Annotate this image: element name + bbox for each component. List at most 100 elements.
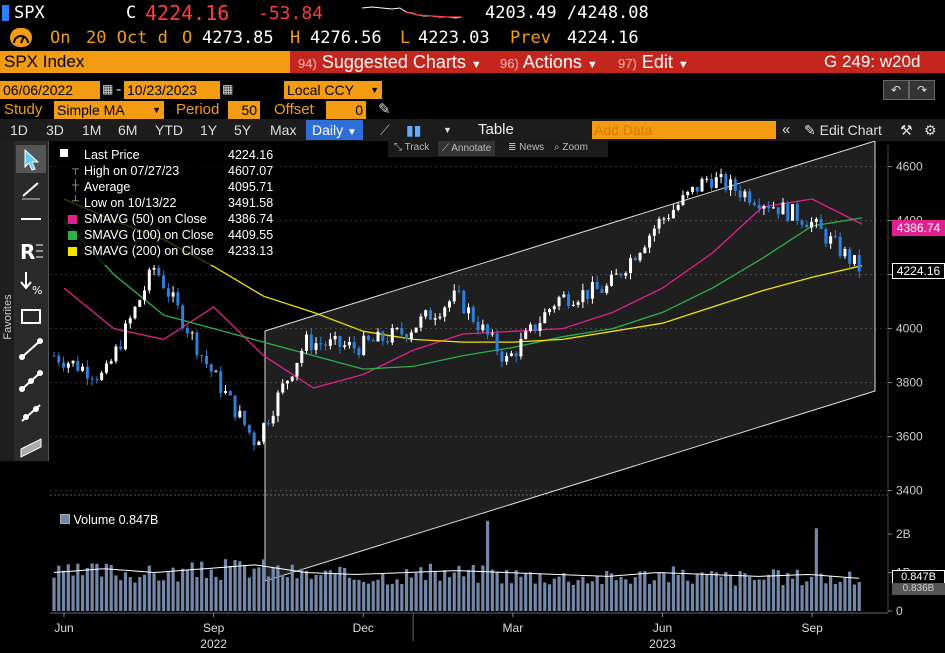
volume-bar xyxy=(728,574,733,611)
news-tool[interactable]: ≣ News xyxy=(508,142,545,153)
candle-body xyxy=(714,177,718,188)
candle-body xyxy=(281,383,285,393)
candle-body xyxy=(243,410,247,425)
candlestick-icon[interactable]: ▮▮ xyxy=(406,122,422,138)
track-tool[interactable]: ⤡ Track xyxy=(394,142,430,153)
percent-tool-icon[interactable]: % xyxy=(16,269,46,297)
x-tick-label: Mar xyxy=(503,621,524,635)
ray-line-icon[interactable] xyxy=(16,399,46,427)
quote-date: 20 Oct d xyxy=(86,28,168,48)
candle-body xyxy=(757,204,761,209)
period-max[interactable]: Max xyxy=(270,122,297,138)
period-ytd[interactable]: YTD xyxy=(155,122,183,138)
volume-bar xyxy=(738,571,742,611)
sma50-price-tag: 4386.74 xyxy=(892,220,945,236)
volume-bar xyxy=(495,572,499,611)
period-3d[interactable]: 3D xyxy=(46,122,64,138)
volume-bar xyxy=(500,583,504,611)
candle-body xyxy=(710,178,714,188)
candle-body xyxy=(319,343,323,345)
volume-bar xyxy=(505,569,509,611)
last-price-swatch xyxy=(60,149,68,157)
cursor-icon[interactable] xyxy=(16,145,46,173)
volume-bar xyxy=(323,570,328,611)
add-data-input[interactable]: Add Data xyxy=(592,121,776,139)
offset-input[interactable]: 0 xyxy=(326,101,366,119)
wrench-icon[interactable]: ⚒ xyxy=(900,122,913,138)
menu-number: 97) xyxy=(618,56,637,71)
favorites-tab[interactable]: Favorites xyxy=(0,141,14,461)
caret-down-icon[interactable]: ▼ xyxy=(443,125,452,135)
annotate-tool[interactable]: ⟋ Annotate xyxy=(438,141,496,156)
volume-bar xyxy=(390,583,394,611)
currency-select[interactable]: Local CCY ▼ xyxy=(284,81,382,99)
candle-body xyxy=(457,290,461,292)
zoom-tool[interactable]: ⌕ Zoom xyxy=(554,142,588,153)
candle-body xyxy=(400,328,404,335)
volume-bar xyxy=(443,570,447,611)
study-type-select[interactable]: Simple MA ▼ xyxy=(54,101,164,119)
last-price: 4224.16 xyxy=(145,1,230,25)
volume-bar xyxy=(200,561,204,611)
candle-body xyxy=(290,376,294,381)
line-chart-icon[interactable]: ⟋ xyxy=(380,122,390,138)
edit-menu[interactable]: 97) Edit ▼ xyxy=(618,51,689,73)
settings-icon[interactable]: ⚙ xyxy=(924,122,937,138)
candle-body xyxy=(543,312,547,324)
volume-bar xyxy=(528,572,533,611)
candle-body xyxy=(209,364,213,372)
menu-label: Suggested Charts xyxy=(321,52,466,72)
period-1y[interactable]: 1Y xyxy=(200,122,218,138)
candle-body xyxy=(185,328,189,334)
security-field[interactable]: SPX Index xyxy=(0,51,290,73)
volume-bar xyxy=(643,571,647,611)
period-1m[interactable]: 1M xyxy=(82,122,102,138)
frequency-select[interactable]: Daily ▼ xyxy=(306,120,363,140)
actions-menu[interactable]: 96) Actions ▼ xyxy=(500,51,598,73)
candle-body xyxy=(414,327,418,333)
period-1d[interactable]: 1D xyxy=(10,122,28,138)
pencil-icon[interactable]: ✎ xyxy=(378,101,391,118)
candle-body xyxy=(786,202,790,221)
candle-body xyxy=(262,423,266,442)
redo-icon[interactable]: ↷ xyxy=(909,80,935,100)
caret-down-icon: ▼ xyxy=(152,105,161,115)
edit-chart-button[interactable]: ✎ Edit Chart xyxy=(804,122,882,138)
period-5y[interactable]: 5Y xyxy=(234,122,252,138)
price-chart[interactable]: 340036003800400042004400460001B2BJunSepD… xyxy=(0,141,945,653)
candle-body xyxy=(381,331,385,341)
candle-body xyxy=(657,218,661,229)
rectangle-icon[interactable] xyxy=(16,303,46,331)
candle-body xyxy=(224,391,228,393)
calendar-icon[interactable]: ▦ xyxy=(102,82,114,96)
period-6m[interactable]: 6M xyxy=(118,122,138,138)
double-chevron-left-icon[interactable]: « xyxy=(782,121,791,138)
candle-body xyxy=(638,253,642,261)
candle-body xyxy=(538,323,542,331)
calendar-icon[interactable]: ▦ xyxy=(222,82,234,96)
volume-bar xyxy=(852,584,857,611)
segment-line-icon[interactable] xyxy=(16,367,46,395)
candle-body xyxy=(633,257,637,261)
candle-body xyxy=(271,415,275,424)
volume-bar xyxy=(628,583,633,611)
brush-icon[interactable] xyxy=(16,175,46,203)
undo-icon[interactable]: ↶ xyxy=(883,80,909,100)
horizontal-line-icon[interactable] xyxy=(16,205,46,233)
volume-bar xyxy=(300,568,304,611)
table-button[interactable]: Table xyxy=(478,121,514,138)
candle-body xyxy=(762,206,766,209)
volume-bar xyxy=(605,571,609,611)
end-date-field[interactable]: 10/23/2023 xyxy=(124,81,220,99)
candle-body xyxy=(409,332,413,339)
start-date-field[interactable]: 06/06/2022 xyxy=(0,81,100,99)
trendline-icon[interactable] xyxy=(16,335,46,363)
text-tool-icon[interactable]: R xyxy=(16,237,46,265)
legend-label: Low on 10/13/22 xyxy=(84,196,177,210)
volume-bar xyxy=(733,585,737,611)
channel-icon[interactable] xyxy=(16,431,46,459)
suggested-charts-menu[interactable]: 94) Suggested Charts ▼ xyxy=(298,51,482,73)
period-input[interactable]: 50 xyxy=(228,101,260,119)
candle-body xyxy=(104,363,108,373)
volume-bar xyxy=(176,581,180,611)
